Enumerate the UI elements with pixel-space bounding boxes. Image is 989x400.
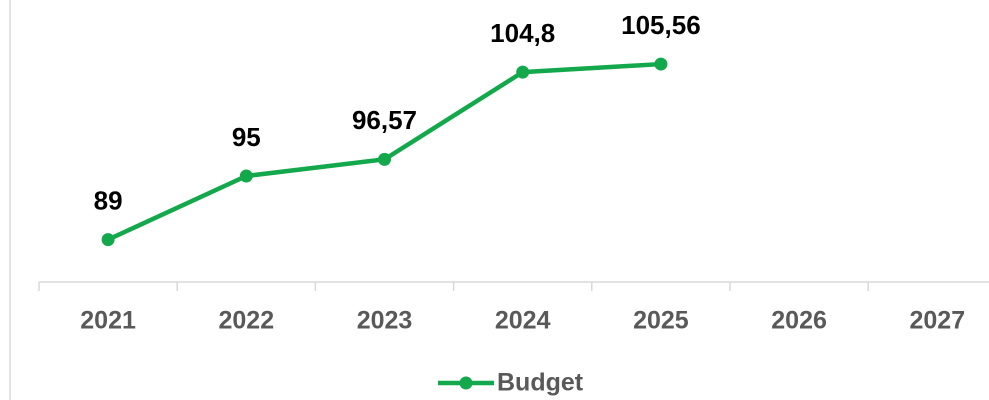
x-tick-label: 2022	[218, 307, 274, 335]
x-tick-label: 2021	[80, 307, 136, 335]
legend-marker	[459, 376, 473, 390]
data-point	[516, 65, 530, 79]
data-label: 104,8	[490, 18, 555, 48]
data-label: 96,57	[352, 105, 417, 135]
data-label: 105,56	[621, 10, 701, 40]
data-point	[378, 152, 391, 166]
data-point	[654, 57, 668, 71]
legend-label: Budget	[497, 369, 584, 397]
data-label: 95	[232, 122, 261, 152]
data-point	[101, 233, 115, 247]
data-label: 89	[94, 185, 123, 215]
data-point	[239, 169, 253, 183]
series-line	[107, 61, 662, 242]
x-tick-label: 2025	[633, 307, 689, 335]
x-tick-label: 2023	[357, 307, 413, 335]
x-tick-label: 2027	[909, 307, 965, 335]
x-tick-label: 2024	[495, 307, 551, 335]
x-tick-label: 2026	[771, 307, 827, 335]
